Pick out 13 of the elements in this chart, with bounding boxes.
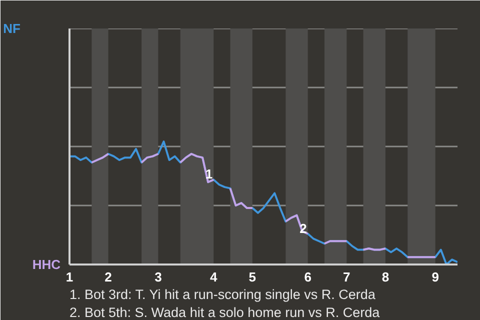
x-tick-label: 4 bbox=[210, 270, 218, 284]
text: HHC bbox=[32, 257, 62, 272]
text: 2. Bot 5th: S. Wada hit a solo home run vs R. Cerda bbox=[70, 305, 380, 320]
x-tick-label: 5 bbox=[248, 270, 256, 284]
x-tick-label: 7 bbox=[343, 270, 350, 284]
x-tick-label: 9 bbox=[432, 270, 439, 284]
x-tick-label: 2 bbox=[104, 270, 112, 284]
x-tick-label: 3 bbox=[154, 270, 162, 284]
x-tick-label: 1 bbox=[66, 270, 74, 284]
text: 1. Bot 3rd: T. Yi hit a run-scoring single vs R. Cerda bbox=[70, 287, 376, 302]
x-tick-label: 6 bbox=[304, 270, 312, 284]
x-tick-label: 8 bbox=[382, 270, 390, 284]
text: NF bbox=[3, 21, 21, 36]
